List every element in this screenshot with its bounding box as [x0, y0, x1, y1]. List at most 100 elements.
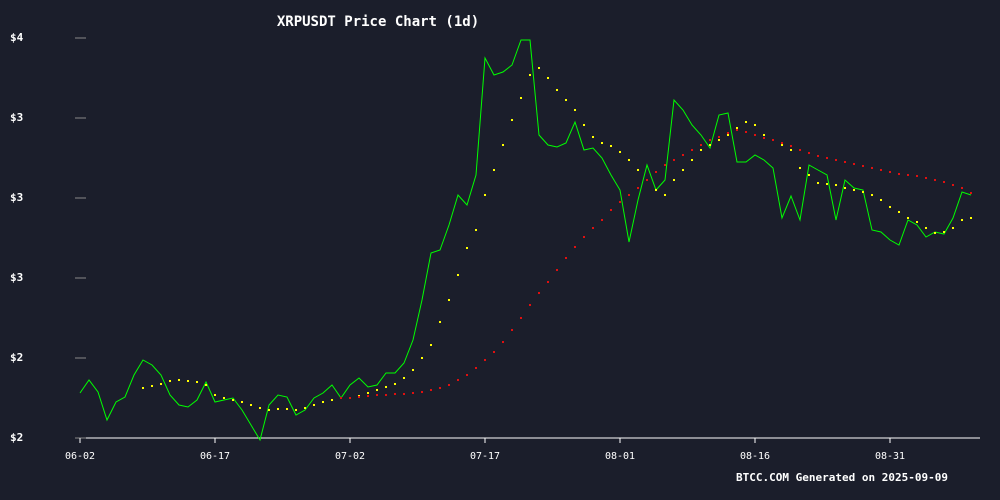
ma-dot — [529, 304, 531, 306]
x-tick-label: 06-02 — [65, 451, 95, 462]
ma-dot — [421, 391, 423, 393]
ma-dot — [619, 201, 621, 203]
ma-dot — [907, 174, 909, 176]
ma-dot — [511, 329, 513, 331]
ma-dot — [313, 404, 315, 406]
ma-dot — [295, 409, 297, 411]
y-tick-label: $4 — [10, 31, 24, 44]
ma-dot — [403, 377, 405, 379]
ma-dot — [790, 145, 792, 147]
x-tick-label: 08-01 — [605, 451, 635, 462]
ma-dot — [862, 191, 864, 193]
ma-dot — [871, 194, 873, 196]
ma-dot — [250, 404, 252, 406]
ma-dot — [322, 401, 324, 403]
ma-dot — [880, 169, 882, 171]
y-tick-label: $3 — [10, 111, 23, 124]
ma-dot — [394, 383, 396, 385]
ma-dot — [790, 149, 792, 151]
ma-dot — [907, 217, 909, 219]
ma-dot — [448, 384, 450, 386]
ma-dot — [925, 177, 927, 179]
ma-dot — [556, 269, 558, 271]
ma-dot — [187, 380, 189, 382]
y-tick-label: $3 — [10, 191, 23, 204]
ma-dot — [430, 389, 432, 391]
ma-dot — [700, 149, 702, 151]
ma-dot — [538, 292, 540, 294]
ma-dot — [799, 167, 801, 169]
ma-dot — [763, 137, 765, 139]
ma-dot — [718, 139, 720, 141]
ma-dot — [709, 139, 711, 141]
ma-dot — [673, 179, 675, 181]
ma-dot — [628, 159, 630, 161]
ma-dot — [583, 236, 585, 238]
ma-dot — [610, 209, 612, 211]
ma-dot — [844, 187, 846, 189]
ma-dot — [178, 379, 180, 381]
ma-dot — [664, 194, 666, 196]
ma-dot — [439, 321, 441, 323]
ma-dot — [367, 395, 369, 397]
ma-dot — [943, 181, 945, 183]
ma-dot — [592, 136, 594, 138]
ma-dot — [385, 394, 387, 396]
ma-dot — [934, 232, 936, 234]
ma-dot — [844, 161, 846, 163]
ma-dot — [304, 407, 306, 409]
ma-dot — [457, 274, 459, 276]
ma-dot — [448, 299, 450, 301]
ma-dot — [925, 227, 927, 229]
ma-dot — [538, 67, 540, 69]
ma-dot — [574, 246, 576, 248]
ma-dot — [565, 257, 567, 259]
ma-dot — [601, 142, 603, 144]
ma-dot — [718, 136, 720, 138]
ma-dot — [772, 139, 774, 141]
ma-dot — [736, 127, 738, 129]
ma-dot — [214, 394, 216, 396]
ma-dot — [223, 397, 225, 399]
ma-dot — [169, 380, 171, 382]
ma-dot — [970, 192, 972, 194]
ma-dot — [898, 173, 900, 175]
ma-dot — [889, 206, 891, 208]
ma-dot — [349, 397, 351, 399]
x-tick-label: 07-02 — [335, 451, 365, 462]
y-tick-label: $2 — [10, 431, 23, 444]
ma-dot — [430, 344, 432, 346]
ma-dot — [826, 157, 828, 159]
ma-dot — [421, 357, 423, 359]
ma-dot — [628, 194, 630, 196]
chart-title: XRPUSDT Price Chart (1d) — [277, 14, 479, 30]
ma-dot — [520, 317, 522, 319]
ma-dot — [376, 394, 378, 396]
ma-dot — [358, 396, 360, 398]
ma-dot — [574, 109, 576, 111]
ma-dot — [493, 169, 495, 171]
ma-dot — [484, 359, 486, 361]
ma-dot — [502, 144, 504, 146]
ma-dot — [565, 99, 567, 101]
x-tick-label: 06-17 — [200, 451, 230, 462]
ma-dot — [952, 227, 954, 229]
ma-dot — [853, 163, 855, 165]
ma-dot — [817, 182, 819, 184]
ma-dot — [655, 171, 657, 173]
ma-dot — [151, 385, 153, 387]
ma-dot — [745, 131, 747, 133]
ma-dot — [619, 151, 621, 153]
ma-dot — [961, 219, 963, 221]
x-tick-label: 07-17 — [470, 451, 500, 462]
ma-dot — [952, 184, 954, 186]
ma-dot — [286, 408, 288, 410]
ma-dot — [610, 145, 612, 147]
price-line — [79, 39, 972, 442]
ma-dot — [637, 187, 639, 189]
ma-dot — [799, 149, 801, 151]
ma-dot — [871, 167, 873, 169]
ma-dot — [268, 409, 270, 411]
ma-dot — [754, 124, 756, 126]
